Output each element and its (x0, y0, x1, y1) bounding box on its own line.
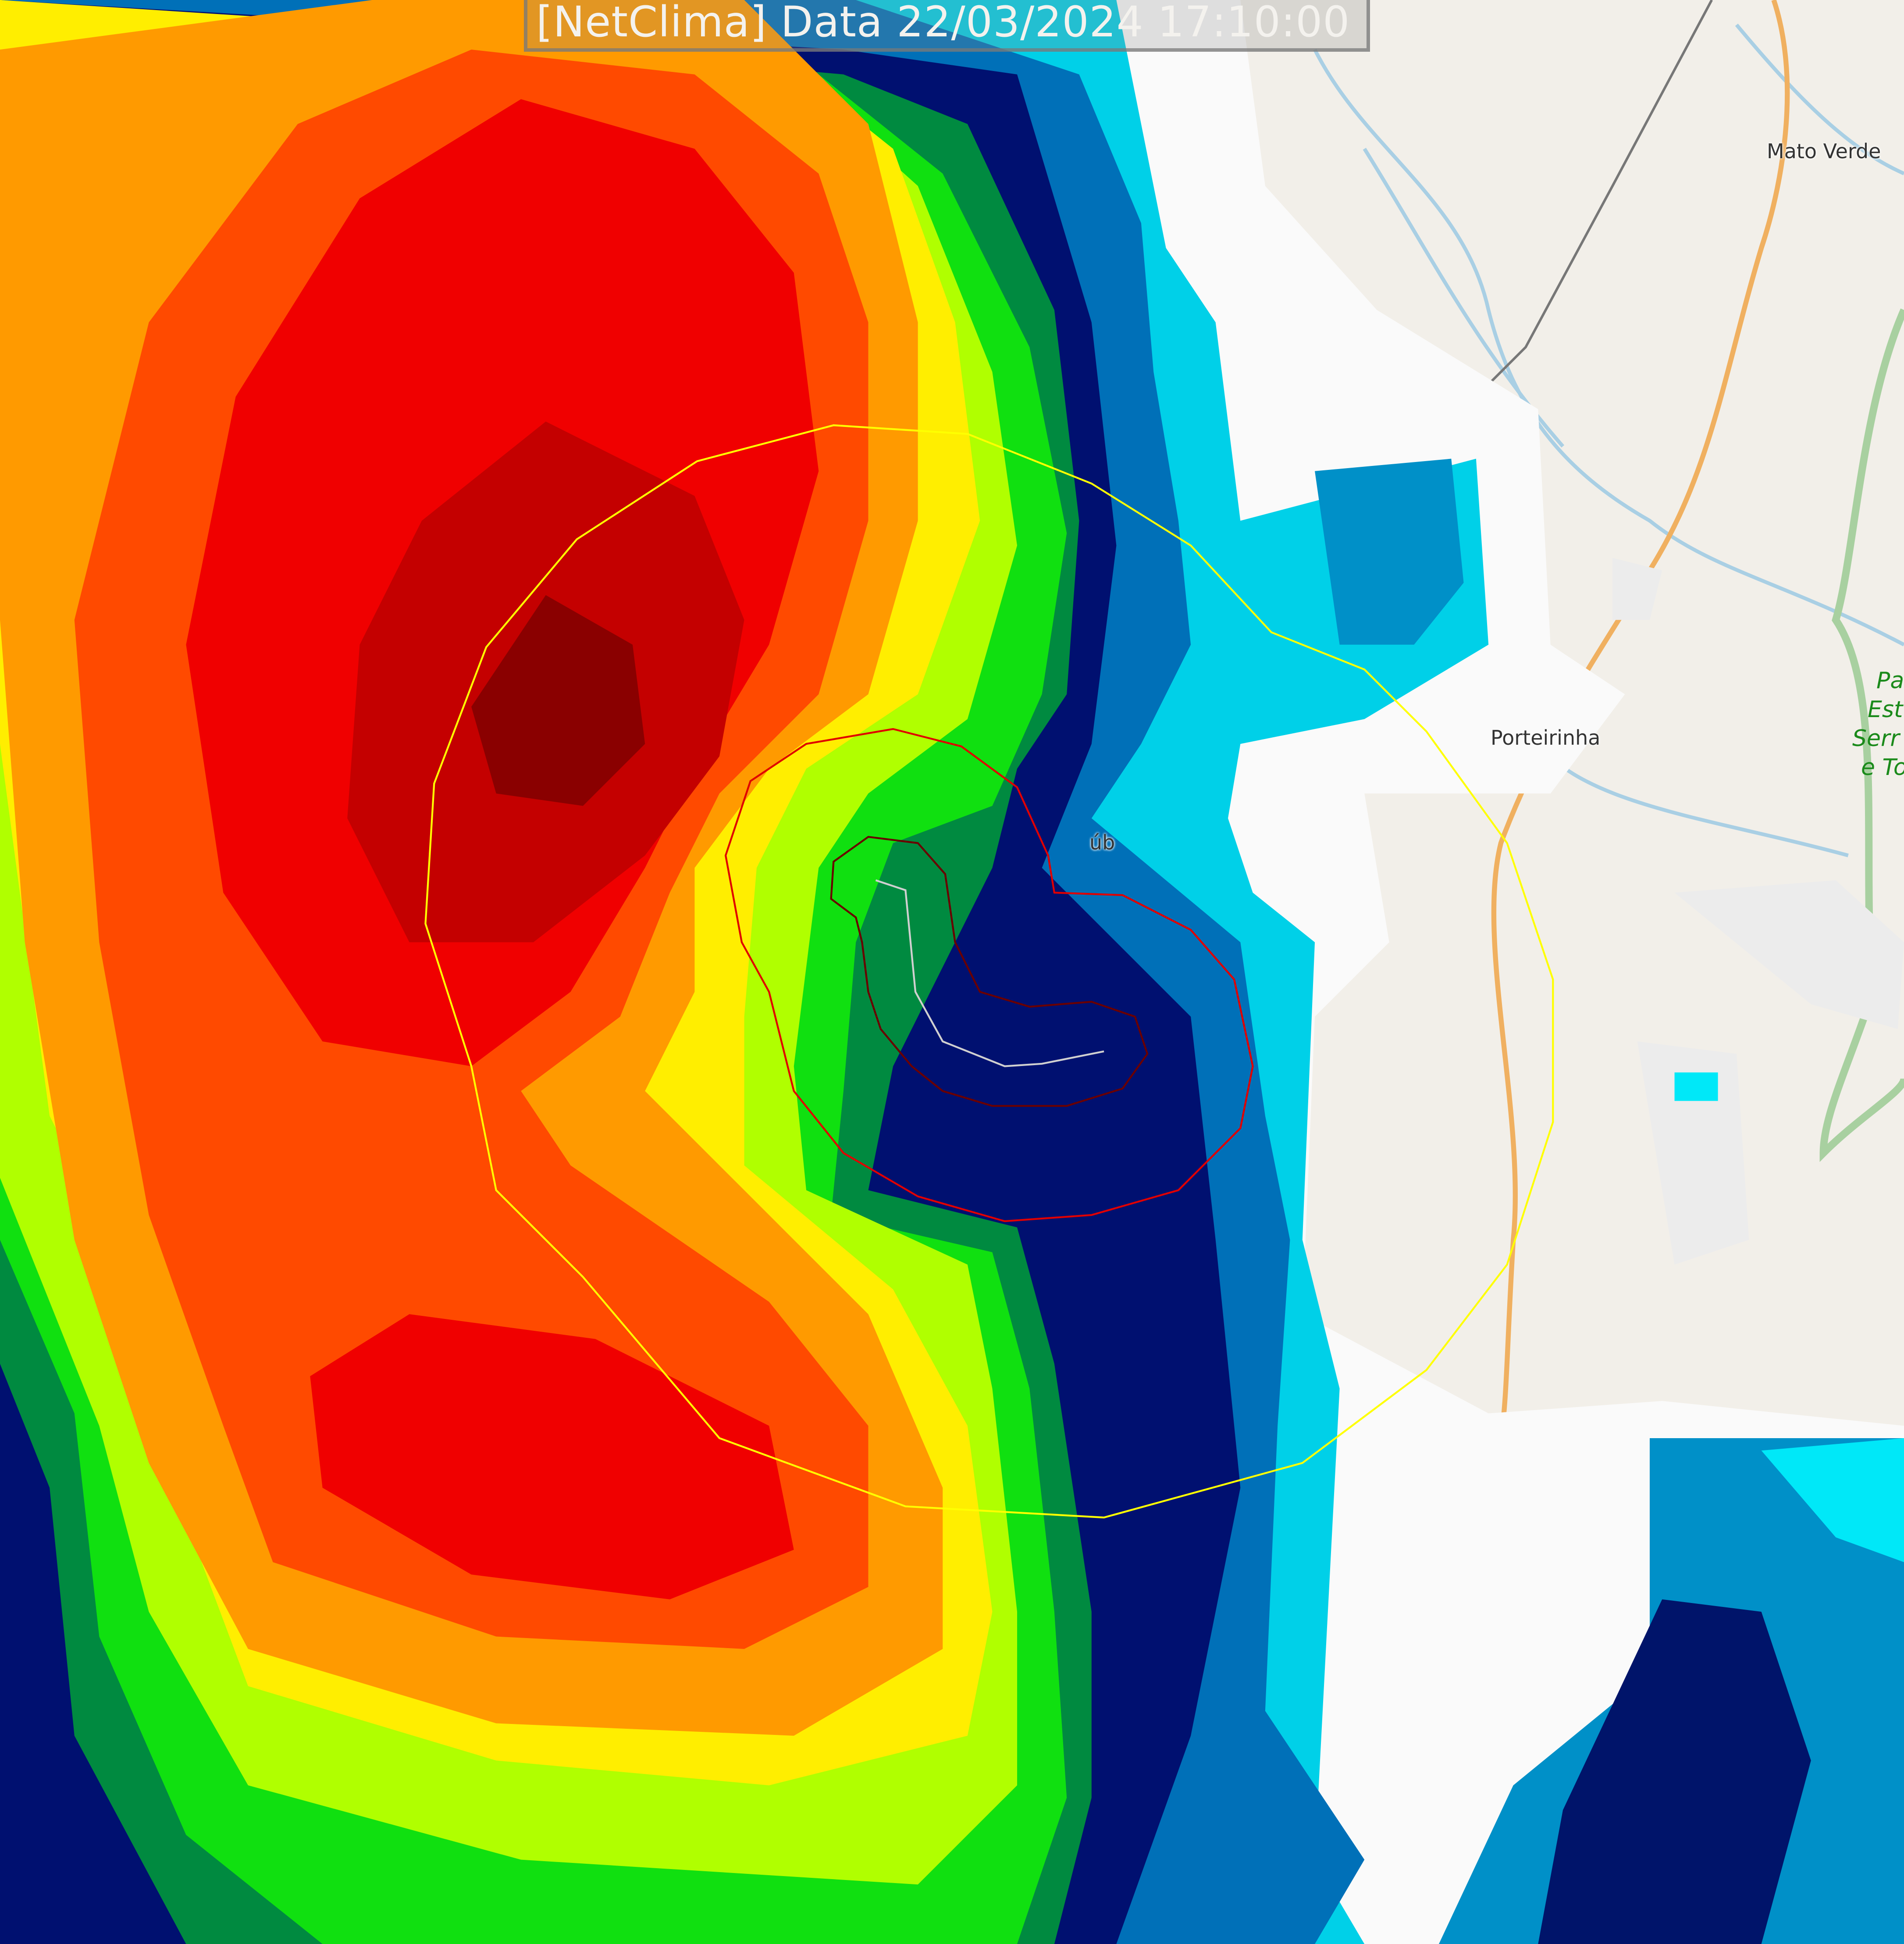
storm-overlays (424, 424, 1554, 1519)
echo-blue-east (1315, 458, 1904, 1944)
railway (1475, 0, 1713, 398)
echo-navy-east (1538, 1599, 1811, 1944)
echo-maroon (471, 595, 645, 806)
river (1735, 23, 1904, 175)
timestamp-banner: [NetClima] Data 22/03/2024 17:10:00 (524, 0, 1370, 52)
forecast-ring-outer (424, 424, 1554, 1519)
river (1313, 49, 1904, 647)
park-boundary (1819, 308, 1904, 1162)
forecast-ring-inner (724, 728, 1254, 1223)
echo-cyan-east (1674, 1072, 1904, 1562)
park-label-line: Serr (1852, 725, 1900, 752)
place-label-mato-verde[interactable]: Mato Verde (1767, 139, 1881, 163)
park-label-line: e To (1861, 754, 1904, 781)
park-label-line: Est (1868, 697, 1903, 723)
storm-cell-contour (830, 835, 1149, 1107)
storm-track (875, 879, 1104, 1067)
place-label-porteirinha[interactable]: Porteirinha (1491, 726, 1601, 750)
park-label-line: Pa (1876, 668, 1904, 694)
place-label-partial[interactable]: úb (1089, 831, 1115, 854)
park-label[interactable]: Pa Est Serr e To (1819, 666, 1904, 782)
